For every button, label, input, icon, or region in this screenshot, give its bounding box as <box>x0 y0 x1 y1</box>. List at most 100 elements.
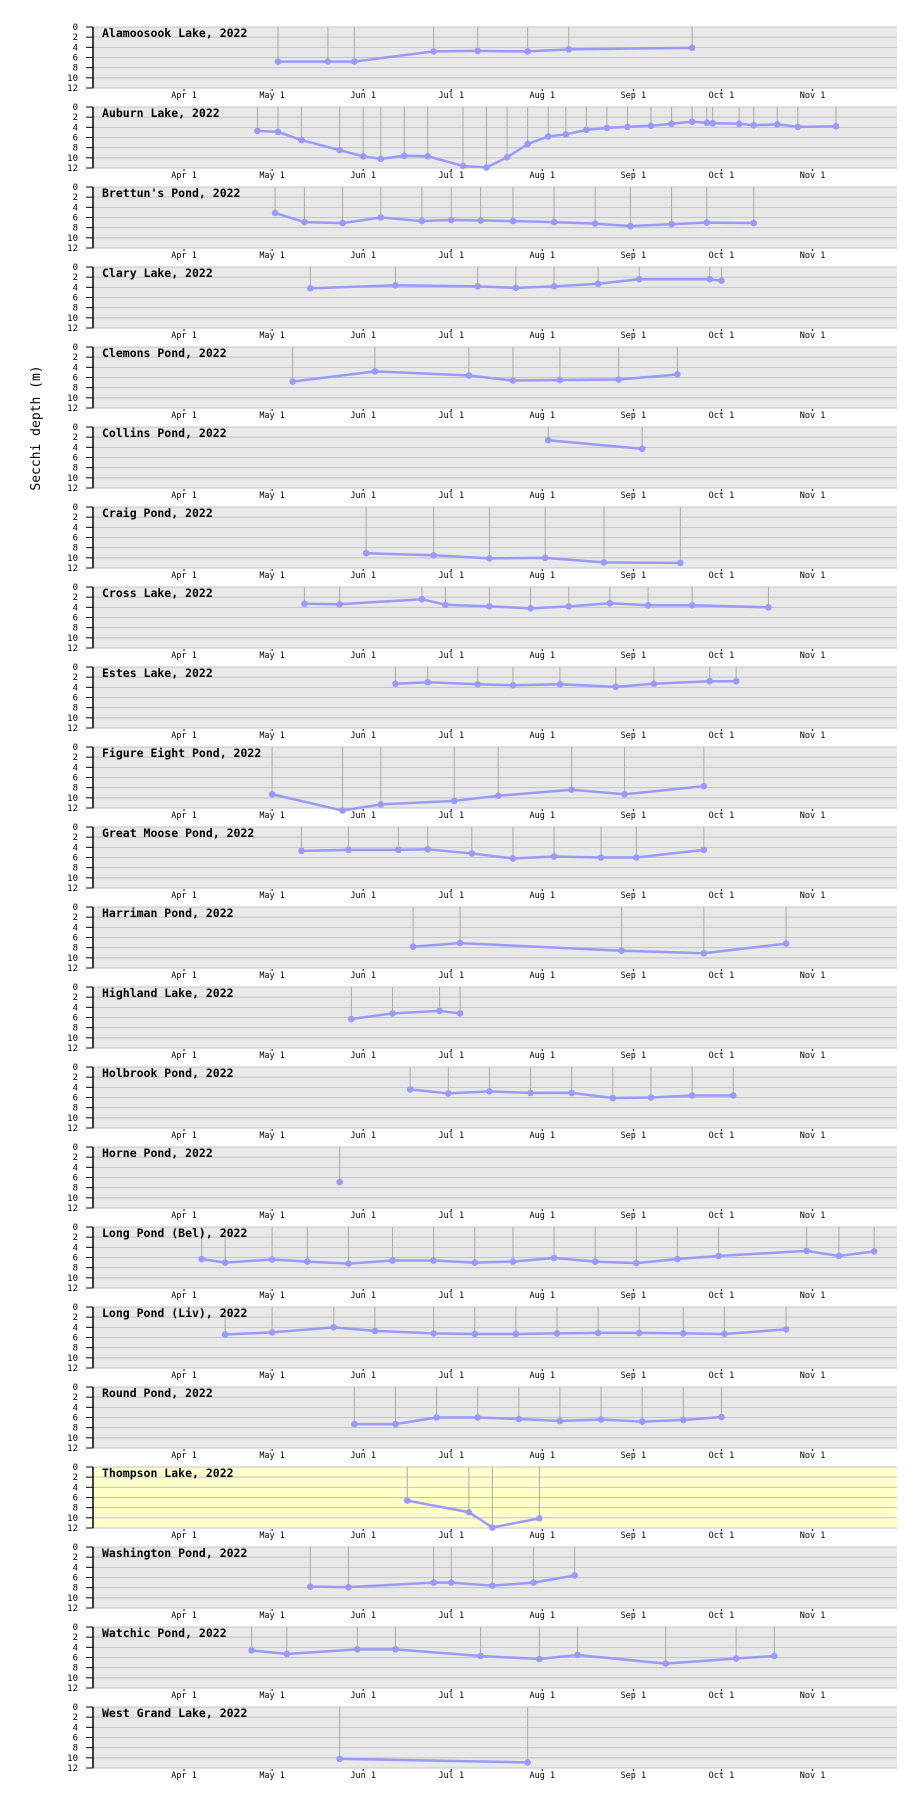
y-tick-label: 0 <box>73 23 78 33</box>
y-tick-label: 2 <box>73 353 78 363</box>
y-tick-label: 12 <box>67 1444 78 1454</box>
secchi-series-line <box>274 211 754 228</box>
x-tick-label: Aug 1 <box>530 171 556 181</box>
x-tick-label: Apr 1 <box>171 491 197 501</box>
x-tick-label: Sep 1 <box>621 411 647 421</box>
secchi-data-point <box>647 122 655 130</box>
x-tick-label: Jun 1 <box>350 1131 376 1141</box>
y-tick-label: 2 <box>73 1233 78 1243</box>
y-tick-label: 0 <box>73 1703 78 1713</box>
secchi-data-point <box>465 1508 473 1516</box>
y-tick-label: 6 <box>73 534 78 544</box>
secchi-data-point <box>556 680 564 688</box>
y-tick-label: 0 <box>73 743 78 753</box>
y-tick-label: 12 <box>67 1524 78 1534</box>
secchi-data-point <box>450 797 458 805</box>
y-tick-label: 2 <box>73 993 78 1003</box>
secchi-data-point <box>474 47 482 55</box>
x-tick-label: May 1 <box>259 971 285 981</box>
y-tick-label: 6 <box>73 1494 78 1504</box>
x-tick-label: Nov 1 <box>800 91 826 101</box>
secchi-data-point <box>606 599 614 607</box>
x-tick-label: May 1 <box>259 731 285 741</box>
x-tick-label: Jun 1 <box>350 731 376 741</box>
secchi-data-point <box>359 153 367 160</box>
x-tick-label: Sep 1 <box>621 331 647 341</box>
y-tick-label: 4 <box>73 203 78 213</box>
secchi-series-line <box>354 1415 722 1426</box>
x-tick-label: May 1 <box>259 1611 285 1621</box>
secchi-data-point <box>615 376 622 383</box>
y-tick-label: 10 <box>67 554 78 564</box>
secchi-data-point <box>794 123 802 131</box>
x-tick-label: Apr 1 <box>171 1291 197 1301</box>
secchi-data-point <box>765 604 772 611</box>
x-tick-label: Apr 1 <box>171 1451 197 1461</box>
y-tick-label: 8 <box>73 1664 78 1674</box>
x-tick-label: Aug 1 <box>530 251 556 261</box>
y-tick-label: 6 <box>73 694 78 704</box>
y-tick-label: 8 <box>73 1024 78 1034</box>
y-tick-label: 10 <box>67 1034 78 1044</box>
y-tick-label: 8 <box>73 1504 78 1514</box>
x-tick-label: Jul 1 <box>438 411 464 421</box>
x-tick-label: Jul 1 <box>438 171 464 181</box>
x-tick-label: Apr 1 <box>171 251 197 261</box>
y-tick-label: 8 <box>73 1424 78 1434</box>
y-tick-label: 8 <box>73 704 78 714</box>
secchi-data-point <box>688 1092 696 1099</box>
secchi-data-point <box>503 154 511 161</box>
y-tick-label: 4 <box>73 843 78 853</box>
x-tick-label: Oct 1 <box>709 1531 735 1541</box>
y-tick-label: 8 <box>73 1104 78 1114</box>
secchi-data-point <box>248 1647 255 1654</box>
y-tick-label: 0 <box>73 903 78 913</box>
panel-title: Clary Lake, 2022 <box>102 266 213 280</box>
panel-title: Cross Lake, 2022 <box>102 586 213 600</box>
x-tick-label: Sep 1 <box>621 1771 647 1781</box>
x-tick-label: Apr 1 <box>171 571 197 581</box>
secchi-data-point <box>274 58 282 65</box>
x-tick-label: Aug 1 <box>530 731 556 741</box>
secchi-data-point <box>603 124 611 132</box>
secchi-data-point <box>456 1010 464 1017</box>
secchi-data-point <box>700 949 708 957</box>
secchi-data-point <box>527 1089 534 1097</box>
y-tick-label: 2 <box>73 833 78 843</box>
x-tick-label: Nov 1 <box>800 1691 826 1701</box>
x-tick-label: Aug 1 <box>530 1691 556 1701</box>
x-tick-label: Aug 1 <box>530 891 556 901</box>
x-tick-label: Jun 1 <box>350 1291 376 1301</box>
secchi-data-point <box>527 605 534 612</box>
secchi-data-point <box>306 1583 314 1590</box>
secchi-data-point <box>392 1646 399 1653</box>
secchi-data-point <box>524 1759 531 1766</box>
x-tick-label: Nov 1 <box>800 411 826 421</box>
x-tick-label: Nov 1 <box>800 891 826 901</box>
y-tick-label: 6 <box>73 934 78 944</box>
y-tick-label: 12 <box>67 84 78 94</box>
x-tick-label: Jul 1 <box>438 491 464 501</box>
secchi-data-point <box>268 790 276 798</box>
x-tick-label: Aug 1 <box>530 1531 556 1541</box>
x-tick-label: Jul 1 <box>438 571 464 581</box>
secchi-data-point <box>750 219 758 227</box>
secchi-data-point <box>442 601 449 609</box>
x-tick-label: Jul 1 <box>438 1771 464 1781</box>
y-tick-label: 0 <box>73 1623 78 1633</box>
secchi-data-point <box>409 943 417 950</box>
x-tick-label: Jun 1 <box>350 171 376 181</box>
x-tick-label: Sep 1 <box>621 1611 647 1621</box>
y-tick-label: 8 <box>73 64 78 74</box>
secchi-data-point <box>489 1582 496 1589</box>
x-tick-label: Sep 1 <box>621 1131 647 1141</box>
secchi-data-point <box>674 371 681 378</box>
secchi-series-line <box>339 1757 528 1764</box>
secchi-data-point <box>832 123 840 130</box>
secchi-data-point <box>301 600 308 608</box>
